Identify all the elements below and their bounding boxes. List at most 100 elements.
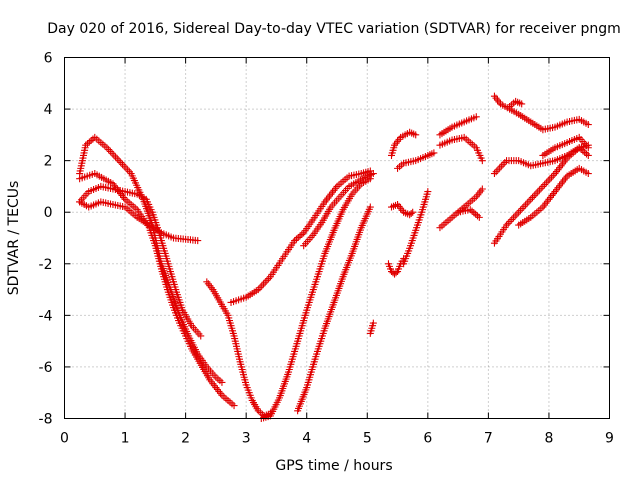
x-tick-label: 6 [423,431,432,447]
data-point [265,275,273,283]
y-tick-label: -8 [39,412,53,428]
data-point [115,157,123,165]
y-tick-label: -6 [39,360,53,376]
x-tick-label: 9 [605,431,614,447]
data-point [504,219,512,227]
data-point [494,166,502,174]
data-point [497,162,505,170]
data-point [542,179,550,187]
data-point [194,237,202,245]
grid-layer [64,57,610,419]
data-point [409,208,417,216]
x-tick-label: 7 [484,431,493,447]
y-tick-label: -4 [39,308,53,324]
data-point [122,164,130,172]
data-point [478,185,486,193]
data-point [468,207,476,215]
data-point [392,269,400,277]
y-tick-label: 0 [44,205,53,221]
data-point [501,158,509,166]
x-tick-label: 4 [302,431,311,447]
data-point [106,147,114,155]
data-point [473,212,481,220]
data-point [294,233,302,241]
data-point [197,332,205,340]
data-point [584,170,592,178]
data-point [579,147,587,155]
data-point [539,182,547,190]
data-point [218,378,226,386]
data-point [509,214,517,222]
data-point [475,213,483,221]
data-point [430,149,438,157]
data-point [298,230,306,238]
y-tick-label: 2 [44,154,53,170]
data-point [516,206,524,214]
data-point [258,282,266,290]
data-point [292,235,300,243]
x-tick-label: 2 [181,431,190,447]
data-point [546,175,554,183]
data-point [511,212,519,220]
y-tick-label: 6 [44,51,53,67]
data-point [548,173,556,181]
plot-frame [64,57,610,419]
data-point [369,319,377,327]
data-point [424,188,432,196]
data-point [544,177,552,185]
data-point [472,113,480,121]
data-point [366,203,374,211]
data-point [120,162,128,170]
data-point [412,131,420,139]
data-point [541,181,549,189]
data-point [582,150,590,158]
data-point [535,186,543,194]
data-point [256,284,264,292]
x-tick-label: 5 [363,431,372,447]
data-point [478,157,486,165]
data-point [522,201,530,209]
data-point [105,146,113,154]
data-point [499,160,507,168]
x-tick-label: 8 [544,431,553,447]
data-point [584,121,592,129]
data-point [525,197,533,205]
data-point [124,166,132,174]
data-point [584,144,592,152]
data-point [490,170,498,178]
data-point [513,210,521,218]
data-point [549,171,557,179]
data-point [515,208,523,216]
x-tick-label: 3 [242,431,251,447]
data-point [85,138,93,146]
data-point [508,216,516,224]
x-axis-label: GPS time / hours [275,458,392,474]
data-point [230,402,238,410]
data-point [506,217,514,225]
ticks-layer: 0 1 2 3 4 5 6 7 8 9 -8 -6 -4 -2 0 2 4 6 [39,51,614,447]
data-point [492,168,500,176]
data-point [527,195,535,203]
data-point [530,192,538,200]
data-point [534,188,542,196]
data-point [518,205,526,213]
data-point [369,170,377,178]
data-point [87,137,95,145]
data-points-layer [76,92,592,422]
data-point [112,153,120,161]
data-point [113,155,121,163]
data-point [470,209,478,217]
x-tick-label: 1 [121,431,130,447]
x-tick-label: 0 [60,431,69,447]
data-point [581,148,589,156]
data-point [407,210,415,218]
data-point [537,184,545,192]
data-point [108,149,116,157]
data-point [296,232,304,240]
data-point [259,280,267,288]
y-tick-label: -2 [39,257,53,273]
data-point [117,158,125,166]
data-point [520,203,528,211]
data-point [529,193,537,201]
